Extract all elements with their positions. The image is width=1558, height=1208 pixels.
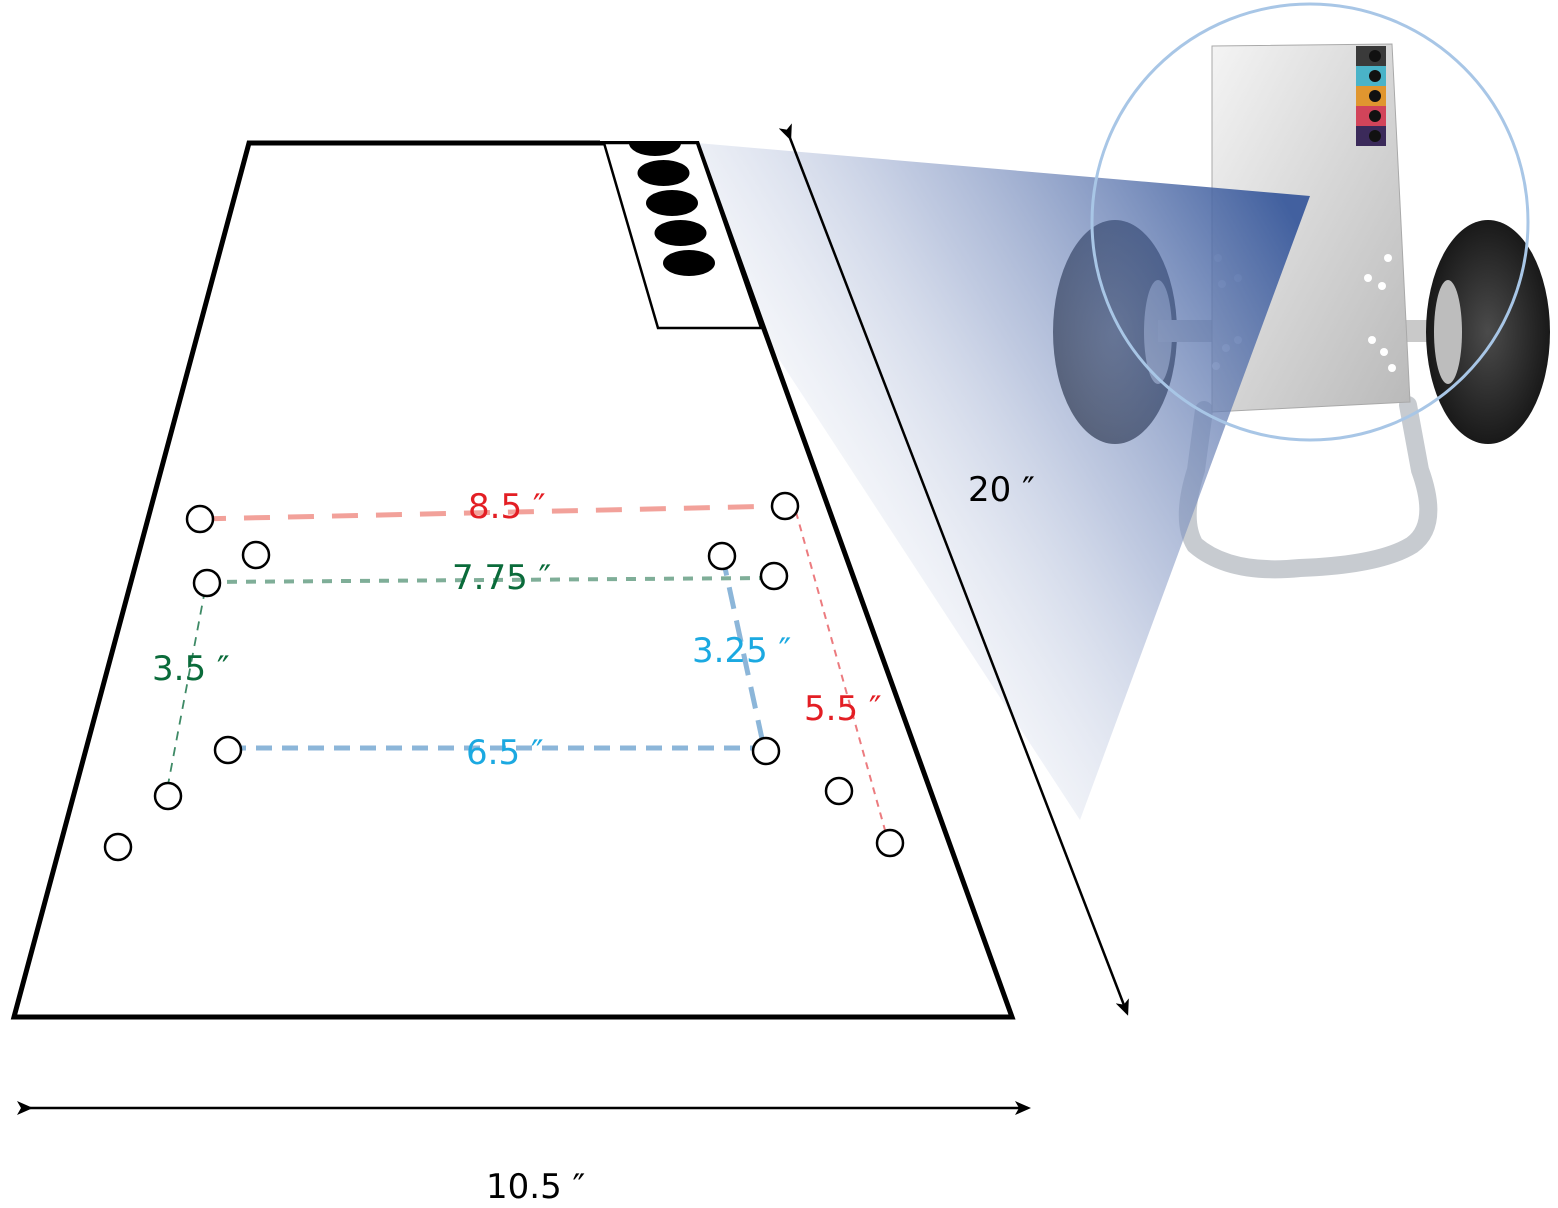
mount-hole [213,735,243,765]
mount-hole [185,504,215,534]
panel-top-mask [600,120,710,141]
device-port-knob [1369,50,1381,62]
panel-outline [10,140,1016,1020]
green-height-line [166,589,206,791]
device-port-strip [1356,46,1386,146]
height-dimension-arrow [778,123,1129,1016]
device-port-knob [1369,130,1381,142]
mount-hole [707,541,737,571]
green-height-label: 3.5 ″ [152,649,230,689]
cart-handle [1178,396,1438,579]
panel-port [663,250,715,276]
mount-hole [770,491,800,521]
blue-width-label: 6.5 ″ [466,733,544,773]
red-width-label: 8.5 ″ [468,487,546,527]
device-port-knob [1369,70,1381,82]
overall-width-label: 10.5 ″ [486,1167,585,1207]
panel-port [637,160,690,186]
mount-hole [759,561,789,591]
mount-hole [192,568,222,598]
green-width-label: 7.75 ″ [452,558,551,598]
mount-hole [875,828,905,858]
mount-hole [103,832,133,862]
mount-hole [751,736,781,766]
device-port-knob [1369,90,1381,102]
red-width-line [199,503,785,522]
control-panel-ports [600,120,715,276]
panel-port [646,190,698,216]
mount-hole [241,540,271,570]
panel-port [654,220,707,246]
device-port-knob [1369,110,1381,122]
right-wheel [1426,220,1550,444]
red-height-label: 5.5 ″ [804,689,882,729]
blue-height-label: 3.25 ″ [692,631,791,671]
overall-height-label: 20 ″ [968,470,1035,510]
mount-hole [153,781,183,811]
mount-hole [824,776,854,806]
